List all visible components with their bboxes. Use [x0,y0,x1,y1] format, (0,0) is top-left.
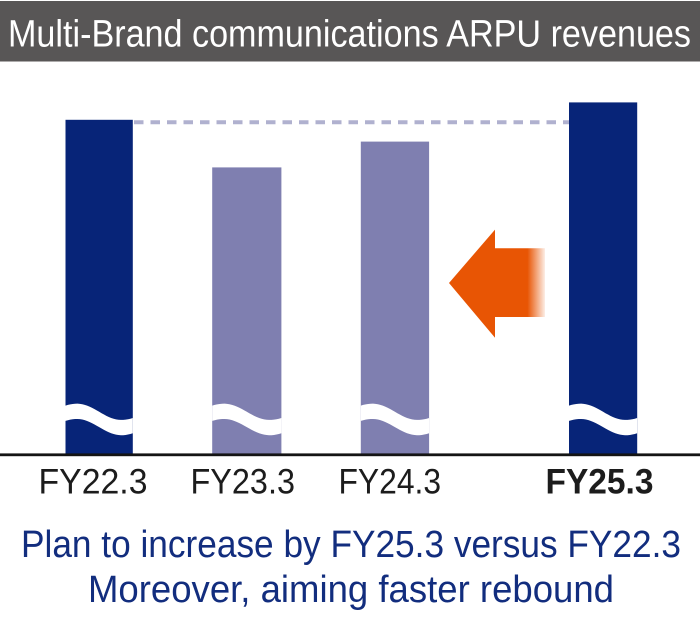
svg-text:FY24.3: FY24.3 [339,462,442,502]
svg-text:Moreover, aiming faster reboun: Moreover, aiming faster rebound [88,569,614,611]
svg-text:FY25.3: FY25.3 [546,462,654,502]
svg-text:FY22.3: FY22.3 [39,462,148,502]
svg-text:Multi-Brand communications ARP: Multi-Brand communications ARPU revenues [8,14,691,56]
svg-text:Plan to increase by FY25.3 ver: Plan to increase by FY25.3 versus FY22.3 [21,524,681,566]
svg-text:FY23.3: FY23.3 [191,462,296,502]
